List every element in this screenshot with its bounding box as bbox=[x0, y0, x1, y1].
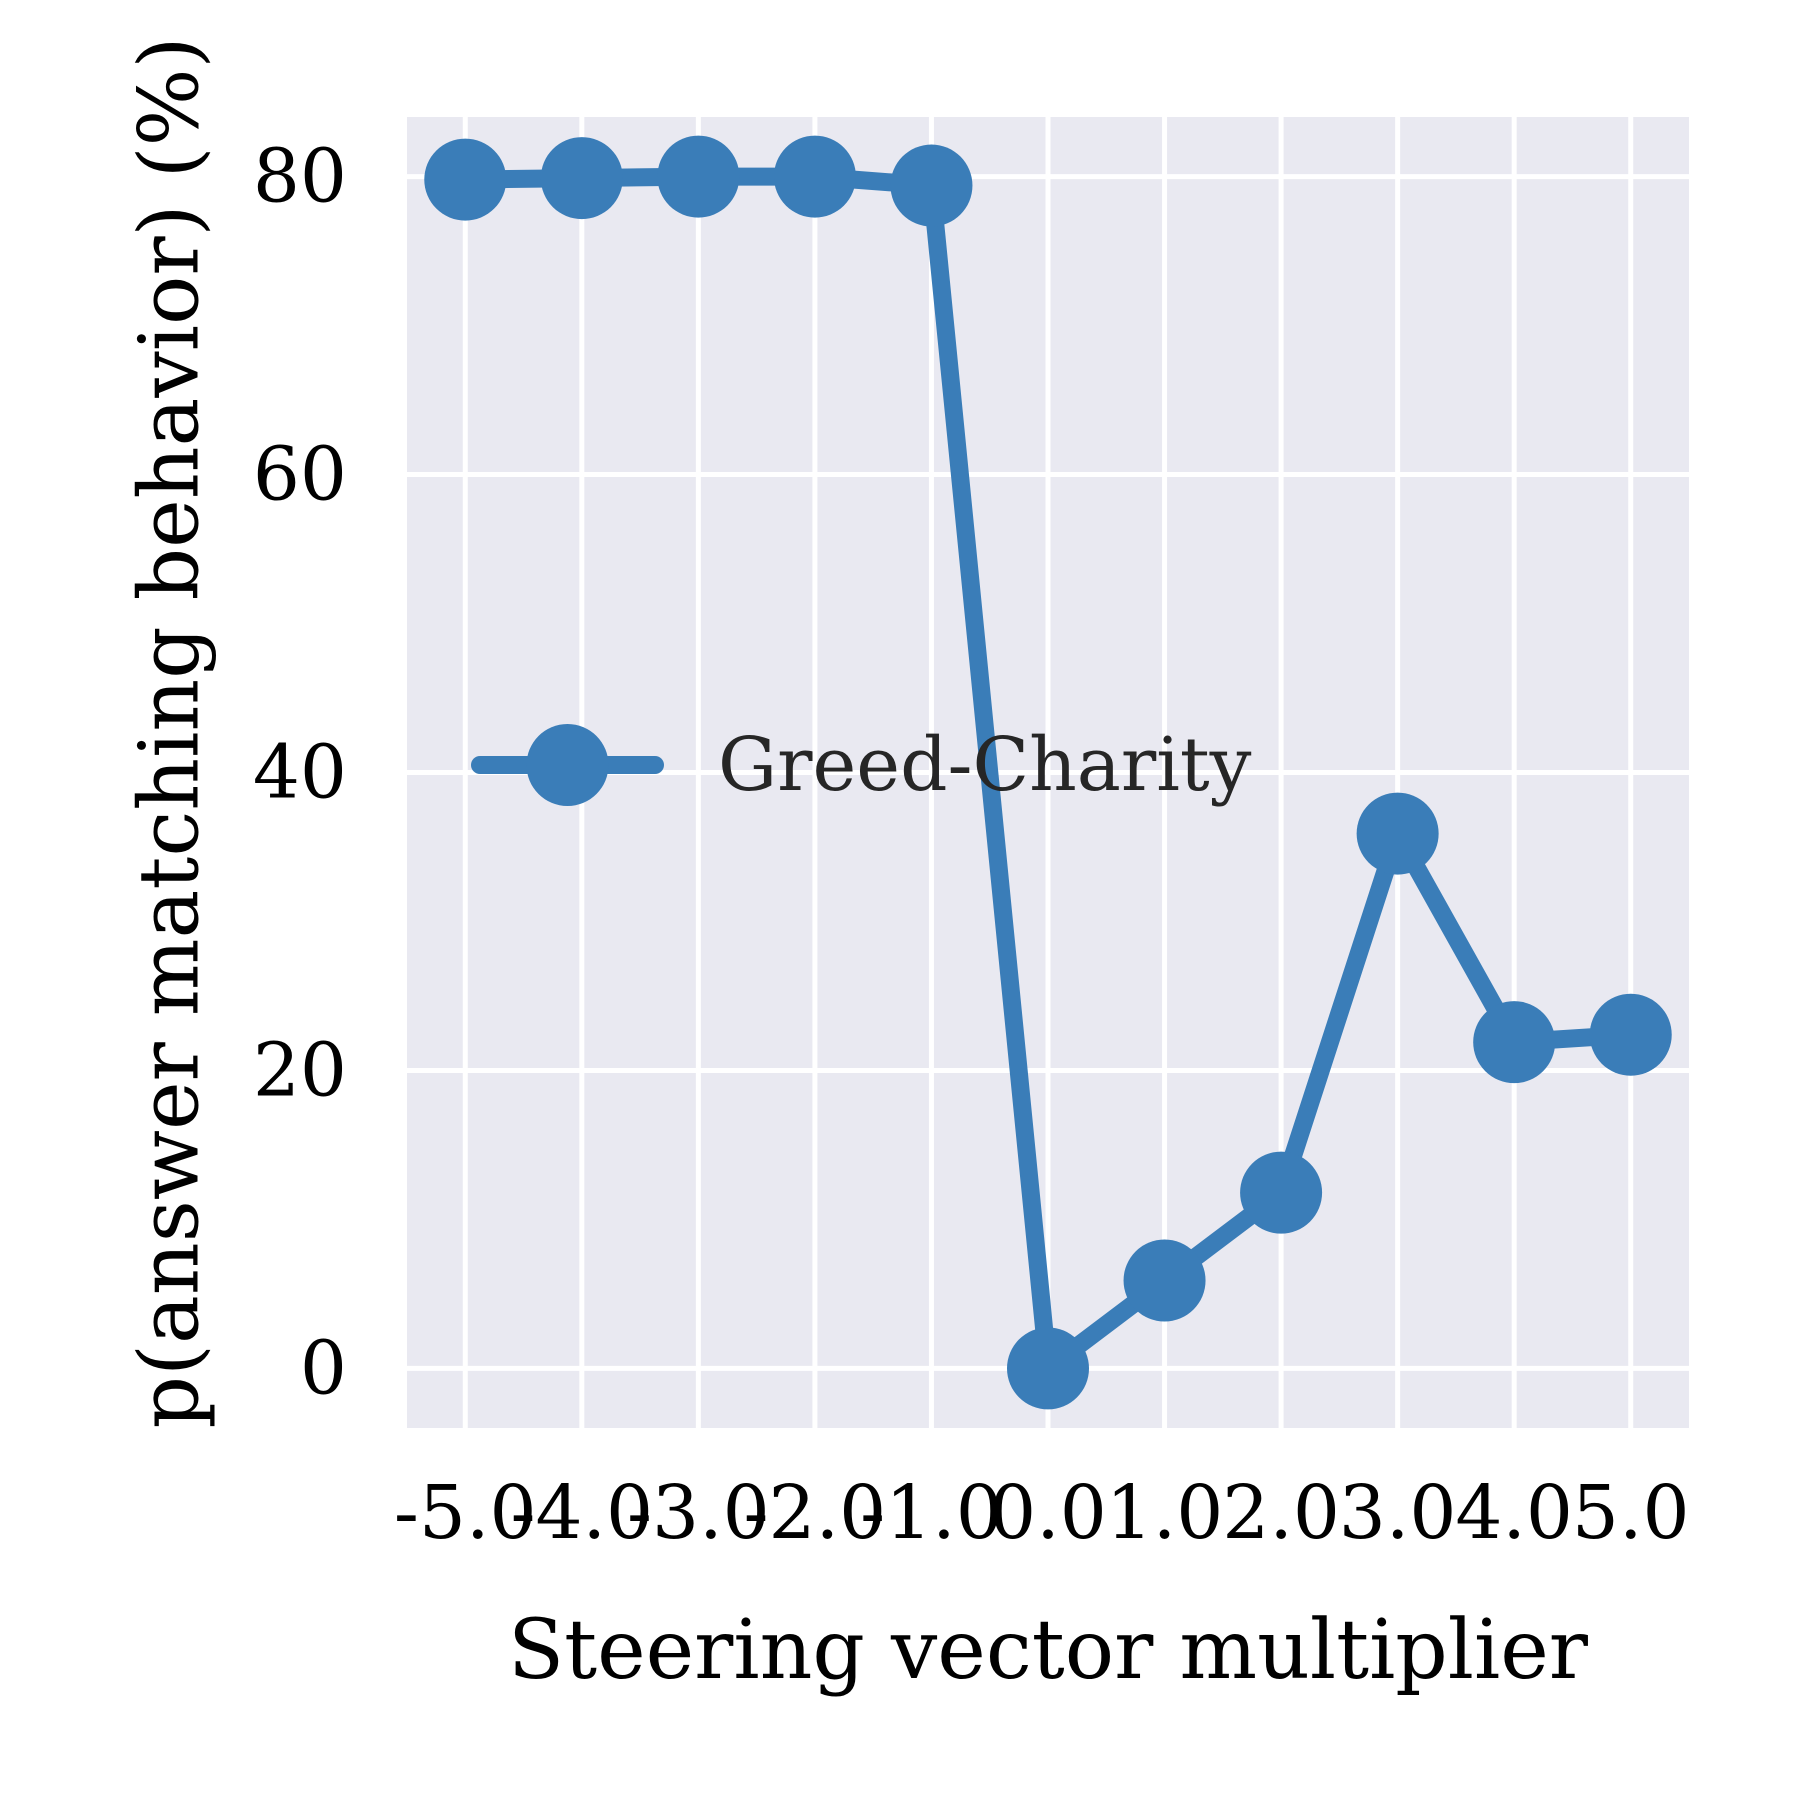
series-layer bbox=[424, 135, 1672, 1410]
x-tick-label: 5.0 bbox=[1572, 1470, 1690, 1556]
x-tick-label: -5.0 bbox=[394, 1470, 537, 1556]
data-point bbox=[1240, 1151, 1323, 1234]
y-tick-label: 0 bbox=[300, 1325, 347, 1411]
grid bbox=[407, 117, 1689, 1428]
x-tick-label: -4.0 bbox=[510, 1470, 653, 1556]
data-point bbox=[657, 135, 740, 218]
data-point bbox=[1473, 1001, 1556, 1084]
x-tick-label: 1.0 bbox=[1106, 1470, 1224, 1556]
x-tick-label: 0.0 bbox=[989, 1470, 1107, 1556]
x-axis-ticks: -5.0-4.0-3.0-2.0-1.00.01.02.03.04.05.0 bbox=[394, 1470, 1690, 1556]
y-tick-label: 20 bbox=[253, 1027, 347, 1113]
y-tick-label: 40 bbox=[253, 730, 347, 816]
x-tick-label: -2.0 bbox=[744, 1470, 887, 1556]
data-point bbox=[1356, 792, 1439, 875]
x-tick-label: 4.0 bbox=[1455, 1470, 1573, 1556]
x-tick-label: -1.0 bbox=[860, 1470, 1003, 1556]
y-tick-label: 60 bbox=[253, 432, 347, 518]
data-point bbox=[890, 144, 973, 227]
y-axis-label: p(answer matching behavior) (%) bbox=[123, 37, 218, 1429]
data-point bbox=[773, 135, 856, 218]
data-point bbox=[540, 137, 623, 220]
data-point bbox=[1123, 1239, 1206, 1322]
legend: Greed-Charity bbox=[471, 722, 1252, 808]
data-point bbox=[424, 138, 507, 221]
x-axis-label: Steering vector multiplier bbox=[508, 1603, 1589, 1698]
legend-marker bbox=[526, 724, 609, 806]
x-tick-label: 2.0 bbox=[1222, 1470, 1340, 1556]
y-axis-ticks: 0 20 40 60 80 bbox=[253, 134, 347, 1412]
data-point bbox=[1007, 1327, 1089, 1410]
y-tick-label: 80 bbox=[253, 134, 347, 220]
x-tick-label: -3.0 bbox=[627, 1470, 770, 1556]
x-tick-label: 3.0 bbox=[1339, 1470, 1457, 1556]
legend-label-greed-charity: Greed-Charity bbox=[718, 722, 1252, 808]
data-point bbox=[1589, 993, 1672, 1076]
